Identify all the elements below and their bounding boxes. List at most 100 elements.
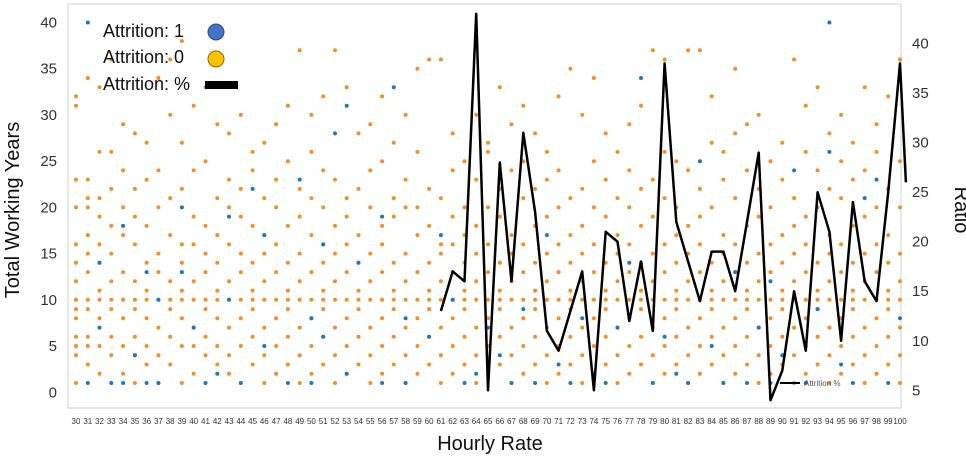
point-attrition-1 (580, 316, 585, 321)
y2-axis-label: Ratio (950, 187, 966, 234)
point-attrition-0 (203, 353, 208, 358)
point-attrition-0 (886, 297, 891, 302)
point-attrition-0 (356, 334, 361, 339)
point-attrition-0 (285, 260, 290, 265)
point-attrition-0 (568, 196, 573, 201)
point-attrition-0 (697, 186, 702, 191)
point-attrition-1 (438, 233, 443, 238)
point-attrition-0 (815, 297, 820, 302)
point-attrition-0 (144, 288, 149, 293)
point-attrition-0 (438, 57, 443, 62)
point-attrition-0 (544, 353, 549, 358)
point-attrition-0 (627, 297, 632, 302)
x-tick-label: 31 (83, 417, 92, 426)
x-tick-label: 60 (425, 417, 434, 426)
point-attrition-0 (686, 279, 691, 284)
point-attrition-0 (533, 334, 538, 339)
point-attrition-0 (898, 205, 902, 210)
point-attrition-0 (874, 205, 879, 210)
point-attrition-0 (274, 205, 279, 210)
point-attrition-0 (85, 297, 90, 302)
point-attrition-0 (427, 297, 432, 302)
x-tick-label: 89 (766, 417, 775, 426)
point-attrition-0 (803, 297, 808, 302)
point-attrition-0 (533, 307, 538, 312)
point-attrition-0 (215, 196, 220, 201)
point-attrition-0 (745, 307, 749, 312)
x-tick-label: 68 (519, 417, 528, 426)
point-attrition-0 (780, 177, 785, 182)
point-attrition-0 (450, 316, 455, 321)
point-attrition-0 (839, 344, 844, 348)
point-attrition-0 (403, 177, 408, 182)
point-attrition-0 (74, 177, 78, 182)
point-attrition-0 (627, 122, 632, 127)
point-attrition-0 (321, 297, 326, 302)
attrition-line-layer (439, 12, 908, 402)
point-attrition-0 (250, 260, 255, 265)
point-attrition-0 (215, 316, 220, 321)
x-tick-label: 40 (189, 417, 198, 426)
x-tick-label: 37 (154, 417, 163, 426)
point-attrition-0 (886, 334, 891, 339)
point-attrition-0 (74, 103, 78, 108)
point-attrition-0 (391, 297, 396, 302)
x-tick-label: 64 (472, 417, 481, 426)
point-attrition-0 (415, 270, 420, 275)
point-attrition-0 (862, 353, 867, 358)
point-attrition-0 (144, 316, 149, 321)
point-attrition-0 (309, 196, 314, 201)
point-attrition-0 (627, 270, 632, 275)
point-attrition-0 (333, 381, 337, 385)
point-attrition-0 (650, 177, 655, 182)
point-attrition-0 (780, 288, 785, 293)
point-attrition-0 (580, 186, 585, 191)
point-attrition-0 (568, 66, 573, 71)
point-attrition-0 (827, 353, 832, 358)
point-attrition-0 (274, 242, 279, 247)
point-attrition-0 (627, 371, 632, 376)
point-attrition-1 (709, 344, 714, 348)
y2-tick-label: 35 (912, 85, 929, 102)
point-attrition-0 (580, 223, 585, 228)
point-attrition-0 (733, 131, 738, 136)
point-attrition-0 (591, 316, 596, 321)
point-attrition-0 (850, 177, 855, 182)
point-attrition-0 (203, 307, 208, 312)
point-attrition-0 (250, 334, 255, 339)
x-tick-label: 70 (542, 417, 551, 426)
point-attrition-0 (639, 334, 643, 339)
point-attrition-0 (580, 297, 585, 302)
point-attrition-0 (803, 270, 808, 275)
inner-legend: Attrition % (780, 379, 840, 388)
point-attrition-1 (674, 371, 679, 376)
point-attrition-0 (285, 307, 290, 312)
point-attrition-0 (509, 233, 514, 238)
point-attrition-0 (603, 177, 608, 182)
point-attrition-0 (321, 307, 326, 312)
point-attrition-1 (427, 334, 432, 339)
point-attrition-0 (462, 288, 467, 293)
point-attrition-0 (144, 177, 149, 182)
point-attrition-1 (97, 260, 102, 265)
point-attrition-0 (591, 270, 596, 275)
x-tick-label: 83 (695, 417, 704, 426)
point-attrition-0 (850, 362, 855, 367)
point-attrition-0 (450, 168, 455, 173)
point-attrition-1 (509, 381, 514, 385)
point-attrition-0 (238, 297, 243, 302)
point-attrition-0 (615, 149, 620, 154)
point-attrition-0 (862, 325, 867, 330)
point-attrition-0 (74, 381, 78, 385)
point-attrition-1 (380, 214, 385, 219)
point-attrition-0 (274, 316, 279, 321)
point-attrition-0 (274, 297, 279, 302)
point-attrition-0 (756, 279, 761, 284)
point-attrition-0 (780, 334, 785, 339)
point-attrition-0 (486, 297, 490, 302)
point-attrition-0 (486, 242, 490, 247)
point-attrition-0 (121, 233, 126, 238)
point-attrition-1 (227, 297, 231, 302)
point-attrition-0 (191, 214, 196, 219)
point-attrition-0 (191, 242, 196, 247)
